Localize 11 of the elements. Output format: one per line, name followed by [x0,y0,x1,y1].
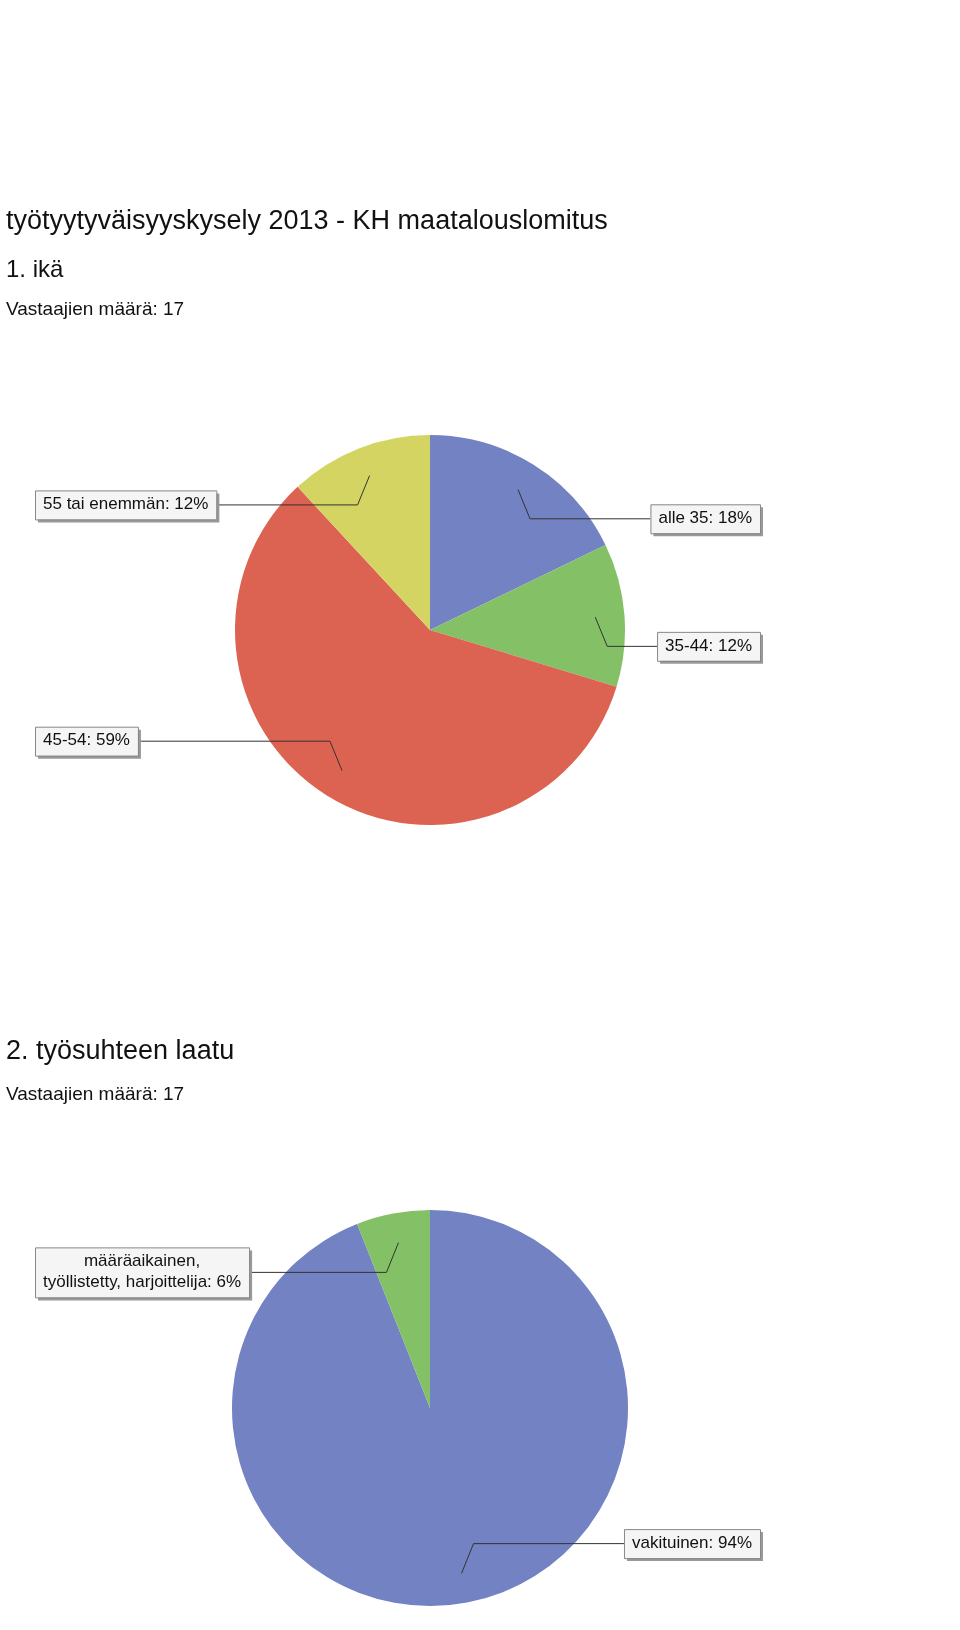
slice-label: 55 tai enemmän: 12% [42,494,209,514]
chart-subtitle: 1. ikä [6,255,64,283]
slice-label: alle 35: 18% [658,508,753,527]
slice-label: 35-44: 12% [665,635,752,655]
slice-label: vakituinen: 94% [631,1532,753,1552]
text: Vastaajien määrä: 17 [6,1083,185,1105]
slice-label: 45-54: 59% [43,730,130,750]
slice-label: määräaikainen, työllistetty, harjoittelija: 6% [42,1251,242,1292]
text: Vastaajien määrä: 17 [6,298,185,320]
chart-title: työtyytyväisyyskysely 2013 - KH maatalouslomitus [6,205,608,236]
chart-title: 2. työsuhteen laatu [6,1035,235,1066]
